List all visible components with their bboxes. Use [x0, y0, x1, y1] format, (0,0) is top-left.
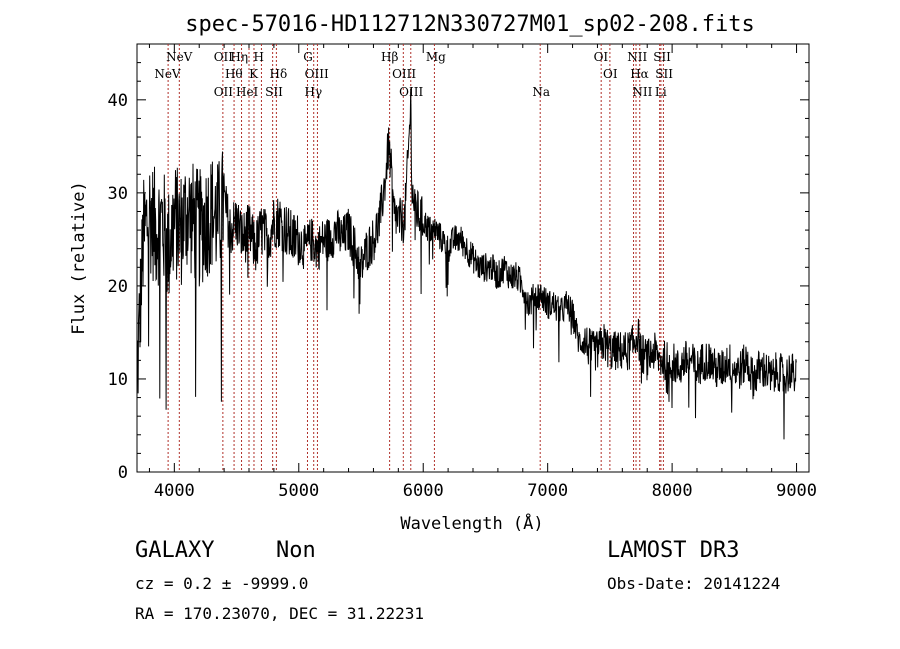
line-label: NeV	[154, 67, 181, 81]
line-label: Hβ	[381, 50, 398, 64]
redshift-cz: cz = 0.2 ± -9999.0	[135, 574, 309, 593]
line-label: OIII	[305, 67, 329, 81]
y-axis-label: Flux (relative)	[69, 181, 89, 335]
survey-name: LAMOST DR3	[607, 538, 740, 563]
line-label: H	[254, 50, 264, 64]
x-tick-label: 5000	[278, 481, 319, 501]
line-label: Hθ	[225, 67, 243, 81]
x-tick-label: 8000	[652, 481, 693, 501]
line-label: OI	[603, 67, 618, 81]
line-label: OII	[214, 85, 234, 99]
x-axis-label: Wavelength (Å)	[400, 512, 543, 534]
y-tick-label: 20	[108, 277, 128, 297]
y-tick-label: 30	[108, 184, 128, 204]
spectrum-layer	[136, 88, 797, 440]
line-label: Na	[532, 85, 550, 99]
spectrum-line	[136, 88, 797, 440]
plot-frame	[136, 43, 810, 473]
line-label: Hδ	[270, 67, 288, 81]
axes-layer: 4000 5000 6000 7000 8000 9000 0 10 20 30 40	[108, 44, 817, 501]
line-label: G	[303, 50, 313, 64]
line-label: OIII	[399, 85, 423, 99]
line-marker-layer	[167, 44, 664, 472]
y-tick-label: 40	[108, 91, 128, 111]
line-label: NeV	[166, 50, 193, 64]
line-label: NII	[627, 50, 647, 64]
ra-dec: RA = 170.23070, DEC = 31.22231	[135, 604, 424, 623]
line-label: Hη	[230, 50, 248, 64]
line-label: Hγ	[305, 85, 323, 99]
x-tick-label: 6000	[403, 481, 444, 501]
line-label: Mg	[426, 50, 446, 64]
y-tick-label: 0	[118, 463, 128, 483]
line-label: K	[249, 67, 259, 81]
line-label: SII	[265, 85, 283, 99]
line-label: SII	[655, 67, 673, 81]
y-tick-label: 10	[108, 370, 128, 390]
line-label: OI	[594, 50, 609, 64]
x-tick-label: 4000	[154, 481, 195, 501]
line-label: Li	[655, 85, 667, 99]
line-label: NII	[632, 85, 652, 99]
chart-title: spec-57016-HD112712N330727M01_sp02-208.f…	[185, 12, 755, 37]
object-class: GALAXY	[135, 538, 215, 563]
line-label: Hα	[630, 67, 649, 81]
x-tick-label: 7000	[527, 481, 568, 501]
line-label: SII	[653, 50, 671, 64]
line-label-layer: NeVNeVOIIHηHθOIIHKHeIHδSIIGOIIIHγHβOIIIO…	[154, 50, 673, 99]
line-label: OIII	[392, 67, 416, 81]
line-label: HeI	[236, 85, 259, 99]
obs-date: Obs-Date: 20141224	[607, 574, 781, 593]
object-subclass: Non	[276, 538, 316, 563]
line-label: OII	[214, 50, 234, 64]
x-tick-label: 9000	[776, 481, 817, 501]
